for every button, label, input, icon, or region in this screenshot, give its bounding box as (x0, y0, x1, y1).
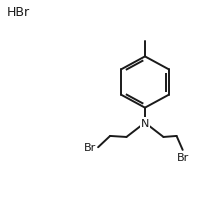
Text: Br: Br (177, 152, 189, 162)
Text: Br: Br (84, 143, 96, 152)
Text: N: N (141, 119, 149, 128)
Text: HBr: HBr (7, 6, 30, 19)
